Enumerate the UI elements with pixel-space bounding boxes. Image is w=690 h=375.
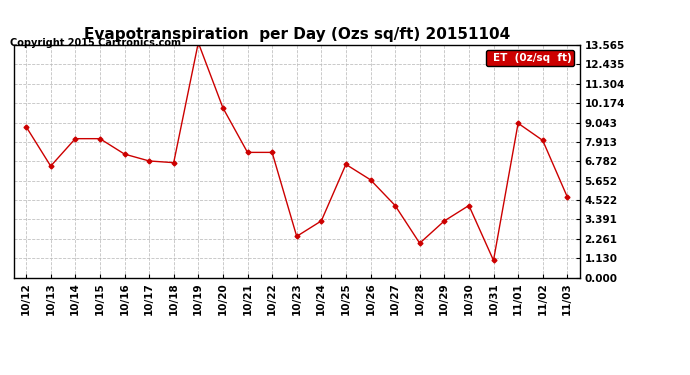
Text: Copyright 2015 Cartronics.com: Copyright 2015 Cartronics.com bbox=[10, 38, 181, 48]
Legend: ET  (0z/sq  ft): ET (0z/sq ft) bbox=[486, 50, 574, 66]
Title: Evapotranspiration  per Day (Ozs sq/ft) 20151104: Evapotranspiration per Day (Ozs sq/ft) 2… bbox=[83, 27, 510, 42]
